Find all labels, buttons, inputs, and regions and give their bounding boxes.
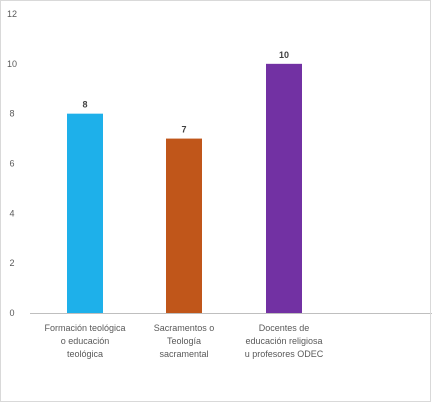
category-label-1-line-2: o educación — [61, 336, 110, 346]
category-label-2-line-2: Teología — [167, 336, 201, 346]
y-tick-label-8: 8 — [9, 109, 14, 119]
y-tick-label-0: 0 — [9, 308, 14, 318]
y-tick-label-10: 10 — [7, 59, 17, 69]
bar-1 — [67, 113, 103, 314]
bar-2 — [166, 138, 202, 313]
y-tick-label-2: 2 — [9, 258, 14, 268]
category-label-2-line-1: Sacramentos o — [154, 323, 215, 333]
data-label-3: 10 — [279, 50, 289, 60]
y-tick-label-4: 4 — [9, 208, 14, 218]
category-label-3-line-2: educación religiosa — [245, 336, 322, 346]
category-label-1-line-3: teológica — [67, 349, 103, 359]
category-label-1-line-1: Formación teológica — [44, 323, 125, 333]
bar-3 — [266, 63, 302, 314]
data-label-2: 7 — [181, 125, 186, 135]
category-label-2-line-3: sacramental — [159, 349, 208, 359]
category-label-3-line-1: Docentes de — [259, 323, 310, 333]
y-tick-label-12: 12 — [7, 9, 17, 19]
y-tick-label-6: 6 — [9, 159, 14, 169]
category-label-3-line-3: u profesores ODEC — [245, 349, 324, 359]
data-label-1: 8 — [82, 100, 87, 110]
